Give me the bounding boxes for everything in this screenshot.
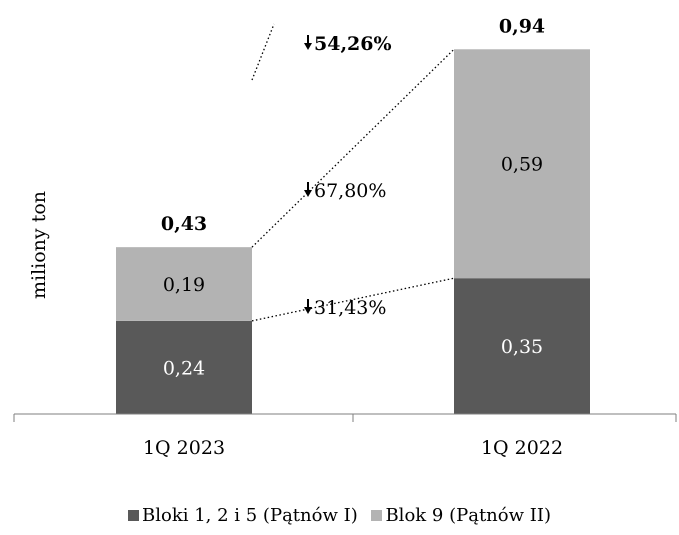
bars-layer [116, 49, 590, 414]
bar-segment-1-2 [454, 278, 590, 414]
down-arrow-icon [304, 307, 312, 314]
labels-layer: 0,24 0,19 0,43 1Q 2023 0,35 0,59 0,94 1Q 2022 54… [143, 15, 563, 459]
connector-line-1 [251, 277, 455, 322]
connectors-layer [251, 23, 455, 322]
data-label-2-2: 0,59 [501, 154, 543, 176]
legend-label-series-1: Bloki 1, 2 i 5 (Pątnów I) [142, 505, 358, 526]
y-axis-label: miliony ton [28, 191, 50, 299]
legend: Bloki 1, 2 i 5 (Pątnów I) Blok 9 (Pątnów… [0, 505, 679, 526]
total-label-1: 0,43 [161, 213, 207, 235]
change-annotation-1: 54,26% [304, 33, 392, 55]
connector-line-total [251, 23, 275, 81]
data-label-1-1: 0,24 [163, 357, 205, 379]
legend-swatch-series-1 [128, 510, 139, 521]
connector-line-2 [251, 48, 455, 248]
bar-segment-2-1 [116, 247, 252, 321]
legend-item-series-1: Bloki 1, 2 i 5 (Pątnów I) [128, 505, 358, 526]
change-annotation-label-2: 67,80% [314, 180, 386, 202]
down-arrow-icon [304, 190, 312, 197]
change-annotation-3: 31,43% [304, 297, 386, 319]
legend-swatch-series-2 [371, 510, 383, 521]
total-label-2: 0,94 [499, 15, 545, 37]
bar-segment-2-2 [454, 49, 590, 279]
down-arrow-icon [304, 43, 312, 50]
data-label-1-2: 0,35 [501, 336, 543, 358]
stacked-bar-chart: 0,24 0,19 0,43 1Q 2023 0,35 0,59 0,94 1Q 2022 54… [13, 15, 677, 459]
bar-segment-1-1 [116, 320, 252, 414]
x-tick-label-1: 1Q 2023 [143, 437, 225, 459]
data-label-2-1: 0,19 [163, 274, 205, 296]
legend-item-series-2: Blok 9 (Pątnów II) [371, 505, 551, 526]
change-annotation-label-3: 31,43% [314, 297, 386, 319]
change-annotation-2: 67,80% [304, 180, 386, 202]
legend-label-series-2: Blok 9 (Pątnów II) [385, 505, 551, 526]
change-annotation-label-1: 54,26% [314, 33, 392, 55]
x-tick-label-2: 1Q 2022 [481, 437, 563, 459]
